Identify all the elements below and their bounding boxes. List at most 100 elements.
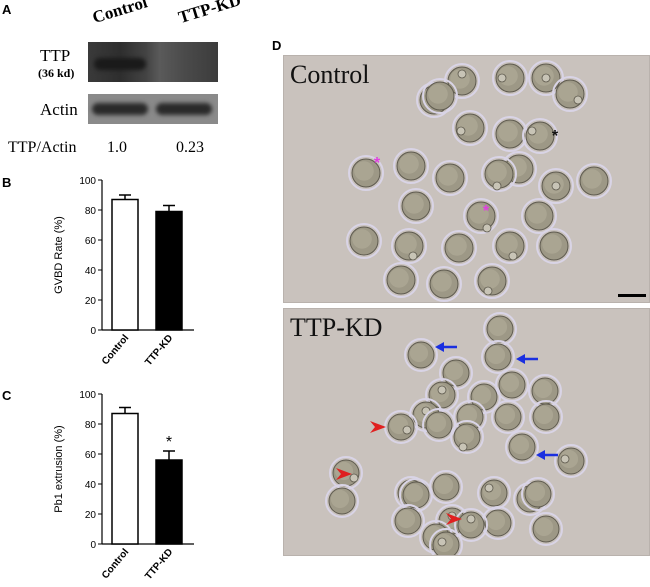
ttp-kd-oocyte — [521, 477, 555, 511]
control-micrograph-title: Control — [290, 60, 370, 89]
ttp-kd-oocyte — [422, 408, 456, 442]
control-oocyte — [536, 228, 572, 264]
red-arrowhead — [336, 468, 352, 480]
control-oocyte — [422, 78, 458, 114]
gvbd-y-tick-label: 60 — [85, 236, 97, 247]
control-oocyte — [521, 198, 557, 234]
control-oocyte — [452, 110, 488, 146]
ttp-kd-oocyte — [529, 512, 563, 546]
panel-b-letter: B — [2, 175, 12, 190]
pb1-x-tick-label: Control — [100, 547, 131, 581]
gvbd-y-tick-label: 40 — [85, 266, 97, 277]
ttp-kd-oocyte — [477, 476, 511, 510]
gvbd-bar-control — [111, 198, 139, 331]
ratio-value-ttp-kd: 0.23 — [176, 139, 204, 156]
ttp-kd-oocyte — [450, 420, 484, 454]
gvbd-x-tick-label: Control — [100, 333, 131, 367]
control-oocyte — [441, 230, 477, 266]
blue-arrow — [536, 450, 558, 460]
pb1-extrusion-chart: Pb1 extrusion (%) 0 20 40 60 80 100 Control TTP-… — [53, 390, 194, 582]
control-oocyte — [492, 60, 528, 96]
blue-arrow — [435, 342, 457, 352]
gvbd-x-tick-label: TTP-KD — [143, 333, 175, 368]
pb1-y-axis-label: Pb1 extrusion (%) — [53, 425, 65, 512]
ttp-kd-oocyte — [439, 356, 473, 390]
ttp-kd-oocyte — [454, 508, 488, 542]
control-oocyte — [474, 263, 510, 299]
pb1-bar-control — [111, 412, 139, 545]
ttp-kd-oocyte — [491, 400, 525, 434]
scale-bar — [618, 294, 646, 297]
control-oocyte — [481, 156, 517, 192]
ttp-kd-oocyte — [529, 400, 563, 434]
ttp-kd-micrograph: TTP-KD — [283, 308, 650, 556]
actin-band-label: Actin — [40, 100, 78, 119]
control-oocyte — [348, 155, 384, 191]
control-oocyte — [552, 76, 588, 112]
control-oocytes: * * * — [346, 60, 612, 302]
control-micrograph: * * * Control — [283, 55, 650, 303]
control-oocyte — [393, 148, 429, 184]
pb1-significance-asterisk: * — [166, 434, 172, 451]
ttp-kd-oocyte — [554, 444, 588, 478]
magenta-asterisk: * — [483, 203, 490, 220]
control-oocyte — [346, 223, 382, 259]
ttp-kd-oocyte — [505, 430, 539, 464]
gvbd-y-tick-label: 100 — [79, 176, 96, 187]
pb1-x-tick-label: TTP-KD — [143, 547, 175, 582]
ttp-kd-oocytes — [325, 312, 588, 555]
lane-label-control: Control — [90, 0, 150, 28]
control-oocyte — [576, 163, 612, 199]
control-oocyte — [426, 266, 462, 302]
control-oocyte — [463, 198, 499, 234]
actin-band-control — [92, 103, 148, 115]
ttp-kd-oocyte — [391, 504, 425, 538]
gvbd-y-tick-label: 80 — [85, 206, 97, 217]
ttp-kd-micrograph-title: TTP-KD — [290, 313, 383, 342]
ttp-kd-oocyte — [429, 470, 463, 504]
ttp-band-control — [94, 58, 146, 70]
control-oocyte — [492, 116, 528, 152]
pb1-y-tick-label: 0 — [90, 540, 96, 551]
control-oocyte — [398, 188, 434, 224]
ttp-band-label: TTP — [40, 46, 71, 65]
ttp-kd-oocyte — [481, 340, 515, 374]
pb1-y-tick-label: 100 — [79, 390, 96, 401]
pb1-y-tick-label: 60 — [85, 450, 97, 461]
ratio-value-control: 1.0 — [107, 139, 127, 156]
ttp-kd-oocyte — [404, 338, 438, 372]
ttp-blot-image — [88, 42, 218, 82]
ttp-kd-oocyte — [325, 484, 359, 518]
control-oocyte — [522, 118, 558, 154]
gvbd-y-tick-label: 0 — [90, 326, 96, 337]
gvbd-rate-chart: GVBD Rate (%) 0 20 40 60 80 100 Control TTP-KD — [53, 176, 194, 368]
red-arrowhead — [446, 513, 462, 525]
gvbd-bar-ttp-kd — [155, 210, 183, 331]
ttp-kd-oocyte — [384, 410, 418, 444]
panel-d-letter: D — [272, 38, 282, 53]
lane-label-ttp-kd: TTP-KD — [176, 0, 244, 28]
pb1-y-tick-label: 80 — [85, 420, 97, 431]
panel-c-letter: C — [2, 388, 12, 403]
pb1-y-tick-label: 20 — [85, 510, 97, 521]
blue-arrow — [516, 354, 538, 364]
ratio-label: TTP/Actin — [8, 139, 77, 156]
control-oocyte — [383, 262, 419, 298]
magenta-asterisk: * — [374, 155, 381, 172]
control-oocyte — [492, 228, 528, 264]
actin-band-ttp-kd — [156, 103, 212, 115]
ttp-kd-size-label: (36 kd) — [38, 66, 75, 80]
gvbd-y-tick-label: 20 — [85, 296, 97, 307]
panel-a-letter: A — [2, 2, 12, 17]
control-oocyte — [391, 228, 427, 264]
control-oocyte — [432, 160, 468, 196]
ttp-kd-oocyte — [528, 374, 562, 408]
pb1-y-tick-label: 40 — [85, 480, 97, 491]
pb1-bar-ttp-kd — [155, 459, 183, 545]
red-arrowhead — [370, 421, 386, 433]
ttp-kd-oocyte — [425, 378, 459, 412]
gvbd-y-axis-label: GVBD Rate (%) — [53, 216, 65, 294]
ttp-kd-oocyte — [429, 528, 463, 555]
control-oocyte — [528, 60, 564, 96]
actin-blot-image — [88, 94, 218, 124]
